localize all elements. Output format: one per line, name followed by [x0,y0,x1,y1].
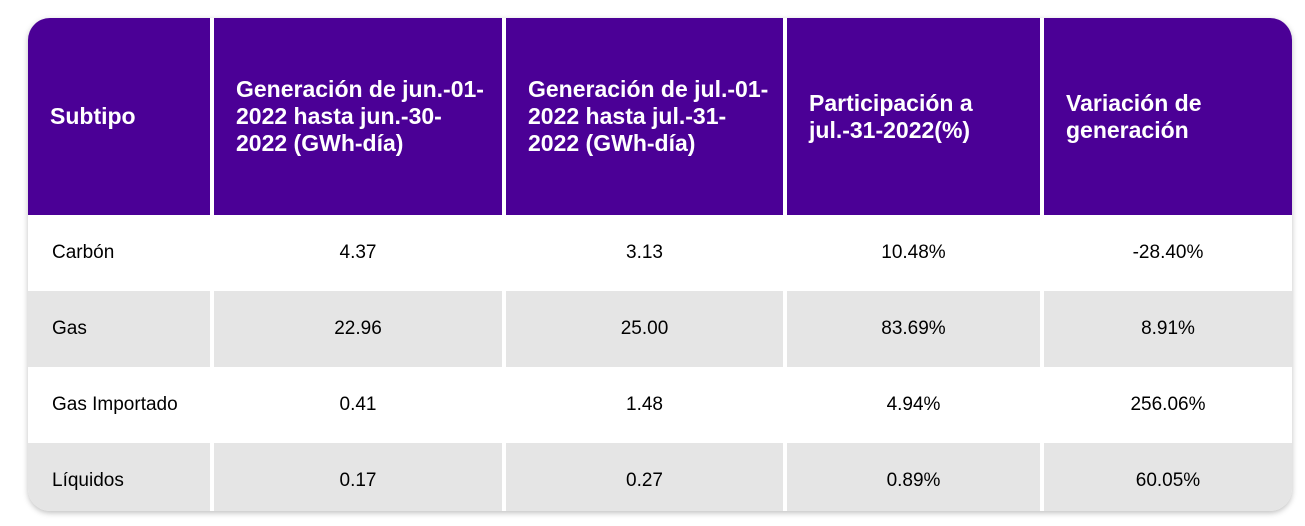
header-cell: Generación de jul.-01-2022 hasta jul.-31… [504,18,787,215]
table-header: Subtipo Generación de jun.-01-2022 hasta … [28,18,1292,215]
header-cell: Variación de generación [1042,18,1292,215]
table-cell: 22.96 [212,291,506,367]
table-cell: 256.06% [1130,394,1206,415]
table-cell: -28.40% [1132,242,1204,263]
table-cell: 4.37 [212,215,506,291]
header-cell: Generación de jun.-01-2022 hasta jun.-30… [212,18,506,215]
table-cell: 4.94% [785,367,1044,443]
table-card: Subtipo Generación de jun.-01-2022 hasta … [28,18,1292,511]
row-label: Gas Importado [28,367,214,443]
table-row: Líquidos 0.17 0.27 0.89% 60.05% [28,443,1292,511]
table-cell: 1.48 [504,367,787,443]
table-body: Carbón 4.37 3.13 10.48% -28.40% Gas 22.96 25.00… [28,215,1292,511]
row-label: Carbón [28,215,214,291]
header-row: Subtipo Generación de jun.-01-2022 hasta … [28,18,1292,215]
table-cell: 25.00 [504,291,787,367]
row-label: Líquidos [28,443,214,511]
row-label: Gas [28,291,214,367]
table-cell: 3.13 [504,215,787,291]
header-cell: Subtipo [28,18,214,215]
table-cell: 60.05% [1042,443,1292,511]
table-cell: 0.17 [212,443,506,511]
table-cell: 10.48% [785,215,1044,291]
table-row: Gas 22.96 25.00 83.69% 8.91% [28,291,1292,367]
table-cell: 8.91% [1042,291,1292,367]
table-cell: 83.69% [785,291,1044,367]
header-cell: Participación a jul.-31-2022(%) [785,18,1044,215]
table: Subtipo Generación de jun.-01-2022 hasta … [28,18,1292,511]
table-row: Gas Importado 0.41 1.48 4.94% 256.06% [28,367,1292,443]
table-cell: 0.41 [212,367,506,443]
table-cell: 0.27 [504,443,787,511]
table-row: Carbón 4.37 3.13 10.48% -28.40% [28,215,1292,291]
table-cell: 0.89% [785,443,1044,511]
